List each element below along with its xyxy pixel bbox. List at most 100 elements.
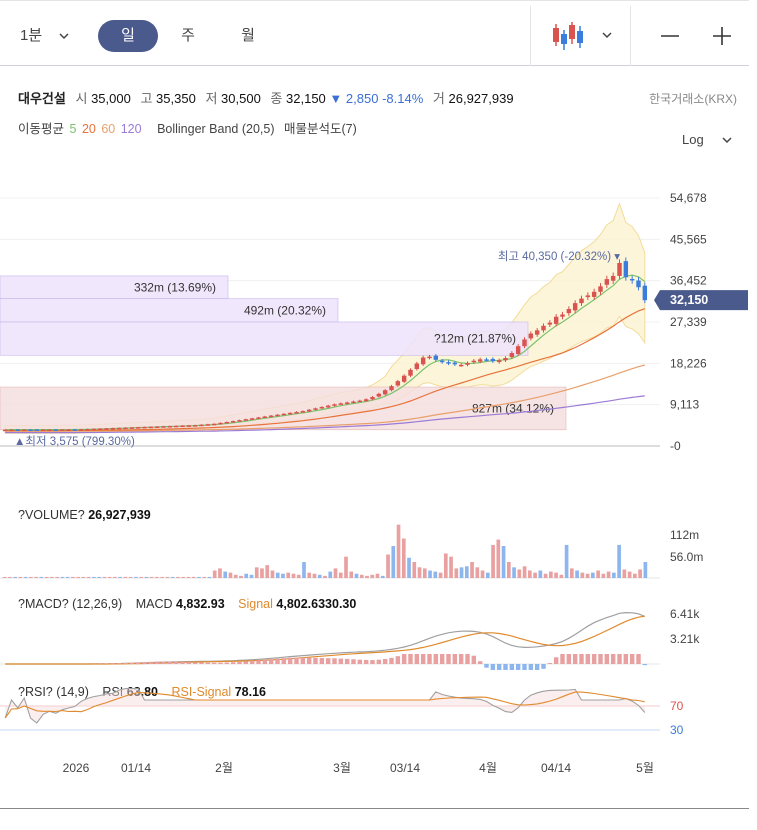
volume-bar xyxy=(29,576,33,578)
zoom-in-button[interactable] xyxy=(702,16,742,56)
rsi-70-label: 70 xyxy=(670,699,684,713)
volume-bar xyxy=(254,567,259,578)
candle xyxy=(154,426,160,428)
ma-60-label: 60 xyxy=(101,122,116,136)
volume-bar xyxy=(286,572,291,578)
volume-profile-legend[interactable]: 매물분석도(7) xyxy=(283,122,357,136)
candle xyxy=(471,360,477,363)
candle xyxy=(357,400,363,403)
price-chart[interactable]: 54,678 45,565 36,452 27,339 18,226 9,113 -0 332… xyxy=(0,160,757,480)
macd-histogram-bar xyxy=(300,657,306,664)
macd-histogram-bar xyxy=(306,657,312,664)
volume-bar xyxy=(181,576,186,578)
macd-y-tick: 3.21k xyxy=(670,632,700,646)
candle xyxy=(458,364,464,367)
volume-bar xyxy=(97,576,102,578)
scale-mode-select[interactable]: Log xyxy=(682,132,733,147)
volume-bar xyxy=(433,571,438,578)
macd-histogram-bar xyxy=(465,654,470,664)
ma-120-label: 120 xyxy=(120,122,142,136)
macd-histogram-bar xyxy=(420,654,426,664)
ma-20-label: 20 xyxy=(81,122,96,136)
top-border xyxy=(0,0,749,6)
interval-select[interactable]: 1분 xyxy=(20,20,90,52)
minus-icon xyxy=(661,35,679,37)
macd-histogram-bar xyxy=(110,663,116,664)
candle xyxy=(199,424,204,427)
volume-bar xyxy=(113,576,117,578)
candle xyxy=(249,418,255,420)
x-tick-label: 2026 xyxy=(63,761,90,775)
candle xyxy=(211,423,217,426)
candle xyxy=(161,426,166,428)
volume-bar xyxy=(2,576,7,578)
macd-histogram-bar xyxy=(363,660,369,664)
volume-bar xyxy=(302,562,306,578)
volume-bar xyxy=(517,569,522,578)
tab-week[interactable]: 주 xyxy=(181,27,195,44)
candle xyxy=(218,422,223,425)
chart-type-select[interactable] xyxy=(546,16,626,56)
volume-bar xyxy=(422,568,427,578)
rsi-30-label: 30 xyxy=(670,723,684,737)
candle xyxy=(300,411,306,413)
volume-bar xyxy=(349,571,354,578)
candle xyxy=(129,427,135,429)
macd-histogram-bar xyxy=(572,654,578,664)
volume-bar xyxy=(386,554,390,578)
x-tick-label: 4월 xyxy=(479,761,497,775)
volume-profile-label: ?12m (21.87%) xyxy=(434,332,516,346)
open-label: 시 xyxy=(75,91,88,106)
rsi-chart[interactable]: 70 30 xyxy=(0,676,757,756)
candle xyxy=(72,429,78,431)
toolbar-divider xyxy=(630,6,631,66)
volume-bar xyxy=(622,569,627,578)
macd-histogram-bar xyxy=(148,661,154,664)
volume-bar xyxy=(128,576,133,578)
volume-bar xyxy=(333,568,338,578)
volume-bar xyxy=(55,576,59,578)
volume-bar xyxy=(617,544,621,578)
candle xyxy=(268,415,274,418)
macd-histogram-bar xyxy=(414,654,420,664)
volume-bar xyxy=(18,576,23,578)
tab-month[interactable]: 월 xyxy=(241,27,255,44)
volume-chart[interactable]: 112m 56.0m xyxy=(0,500,757,582)
rsi-area xyxy=(5,688,645,723)
volume-latest: 26,927,939 xyxy=(88,508,151,522)
volume-profile-label: 492m (20.32%) xyxy=(244,303,326,317)
candle xyxy=(256,417,261,419)
macd-histogram-bar xyxy=(243,661,249,664)
macd-histogram-bar xyxy=(642,664,648,666)
candle xyxy=(566,309,572,314)
candle xyxy=(135,427,141,429)
plus-icon xyxy=(713,27,731,45)
volume-bar xyxy=(464,566,469,578)
ma-legend[interactable]: 이동평균 5 20 60 120 xyxy=(18,122,151,136)
macd-chart[interactable]: 6.41k 3.21k xyxy=(0,588,757,670)
candle xyxy=(192,425,198,427)
macd-histogram-bar xyxy=(319,657,325,664)
candle xyxy=(59,429,65,432)
zoom-out-button[interactable] xyxy=(650,16,690,56)
candle xyxy=(370,397,375,400)
volume-bar xyxy=(449,556,453,578)
macd-histogram-bar xyxy=(458,654,464,664)
macd-histogram-bar xyxy=(186,662,192,664)
tab-day[interactable]: 일 xyxy=(98,20,158,52)
candle xyxy=(237,420,242,422)
y-tick-label: 9,113 xyxy=(670,398,699,412)
candle xyxy=(465,362,470,365)
candle xyxy=(503,358,508,361)
volume-bar xyxy=(233,574,238,578)
volume-bar xyxy=(370,574,375,578)
bollinger-legend[interactable]: Bollinger Band (20,5) xyxy=(157,122,275,136)
macd-histogram-bar xyxy=(452,654,458,664)
stock-name: 대우건설 xyxy=(18,91,66,106)
macd-histogram-bar xyxy=(471,655,477,664)
candle xyxy=(21,429,27,432)
macd-histogram-bar xyxy=(389,657,394,664)
macd-histogram-bar xyxy=(325,658,331,664)
macd-histogram-bar xyxy=(427,654,432,664)
volume-bar xyxy=(512,567,516,578)
